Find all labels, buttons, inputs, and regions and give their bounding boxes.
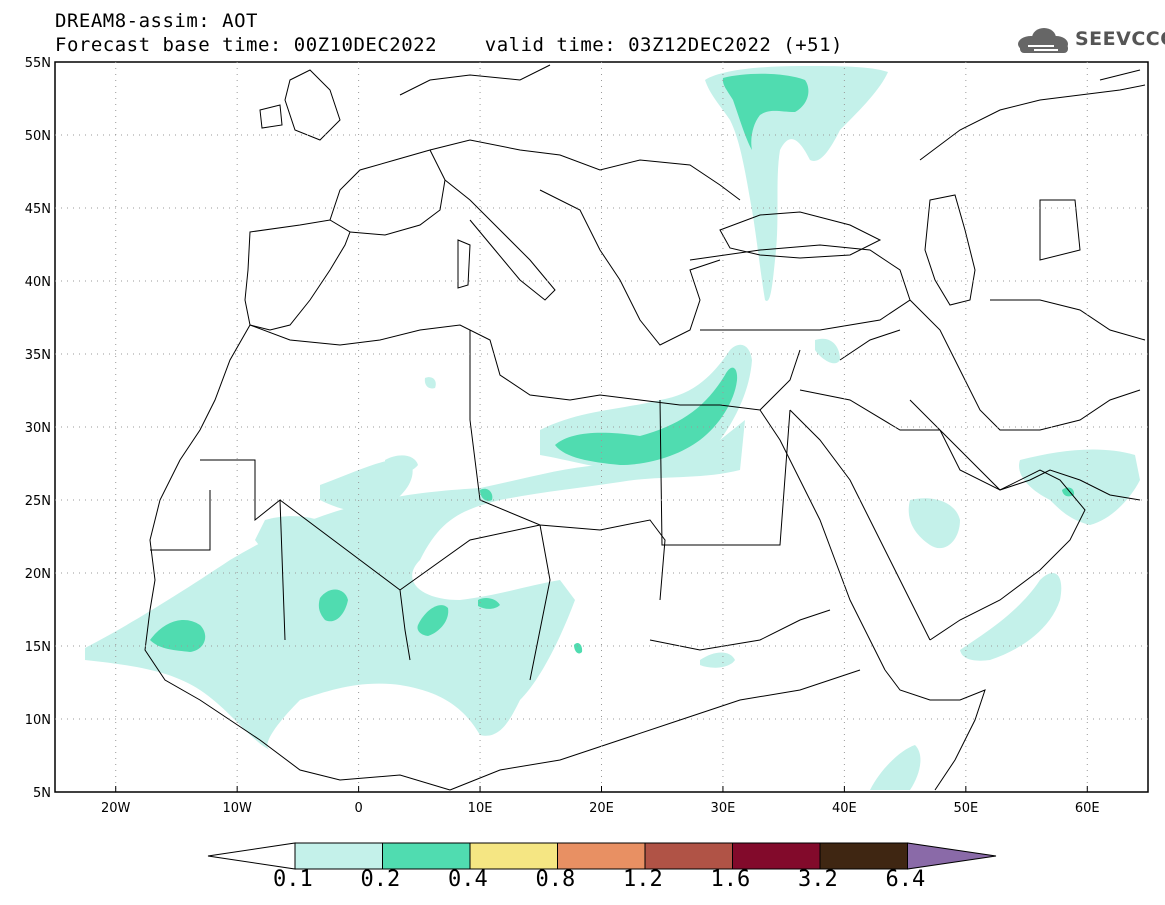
colorbar-cell [469,842,558,870]
lon-label: 60E [1075,801,1100,816]
lon-label: 20E [589,801,614,816]
logo-text: SEEVCCC [1075,28,1165,50]
lon-label: 10E [468,801,493,816]
coastlines-borders [144,64,1146,791]
colorbar-over-arrow [907,842,997,870]
lon-label: 50E [953,801,978,816]
colorbar-label: 0.4 [448,867,488,892]
colorbar-label: 0.2 [360,867,401,892]
latitude-labels: 55N 50N 45N 40N 35N 30N 25N 20N 15N 10N 5N [25,56,51,801]
colorbar-cell [819,842,908,870]
lat-label: 5N [33,786,51,801]
lat-label: 55N [25,56,51,71]
lat-label: 30N [25,421,51,436]
colorbar-cell [382,842,471,870]
lat-label: 35N [25,348,51,363]
colorbar-cell [294,842,383,870]
map-title: DREAM8-assim: AOT [55,10,258,32]
lon-label: 0 [354,801,362,816]
graticule [55,62,1148,792]
axis-ticks [115,786,1088,792]
lon-label: 20W [101,801,131,816]
lon-label: 40E [832,801,857,816]
lat-label: 25N [25,494,51,509]
colorbar-label: 1.6 [710,867,751,892]
colorbar-cell [557,842,646,870]
colorbar-label: 0.8 [535,867,576,892]
lon-label: 10W [222,801,252,816]
forecast-times: Forecast base time: 00Z10DEC2022 valid t… [55,34,843,56]
lat-label: 15N [25,640,51,655]
lat-label: 50N [25,129,51,144]
lat-label: 10N [25,713,51,728]
longitude-labels: 20W 10W 0 10E 20E 30E 40E 50E 60E [101,801,1100,816]
colorbar-cell [644,842,733,870]
colorbar-label: 0.1 [273,867,313,892]
seevccc-logo [1018,28,1068,53]
colorbar-cell [732,842,821,870]
colorbar-under-arrow [207,842,296,870]
colorbar-label: 1.2 [623,867,663,892]
lat-label: 40N [25,275,51,290]
lat-label: 20N [25,567,51,582]
colorbar-label: 3.2 [798,867,838,892]
colorbar-cells [207,842,997,870]
colorbar-label: 6.4 [885,867,926,892]
lon-label: 30E [711,801,736,816]
lat-label: 45N [25,202,51,217]
aot-shading-mid [150,73,1075,654]
